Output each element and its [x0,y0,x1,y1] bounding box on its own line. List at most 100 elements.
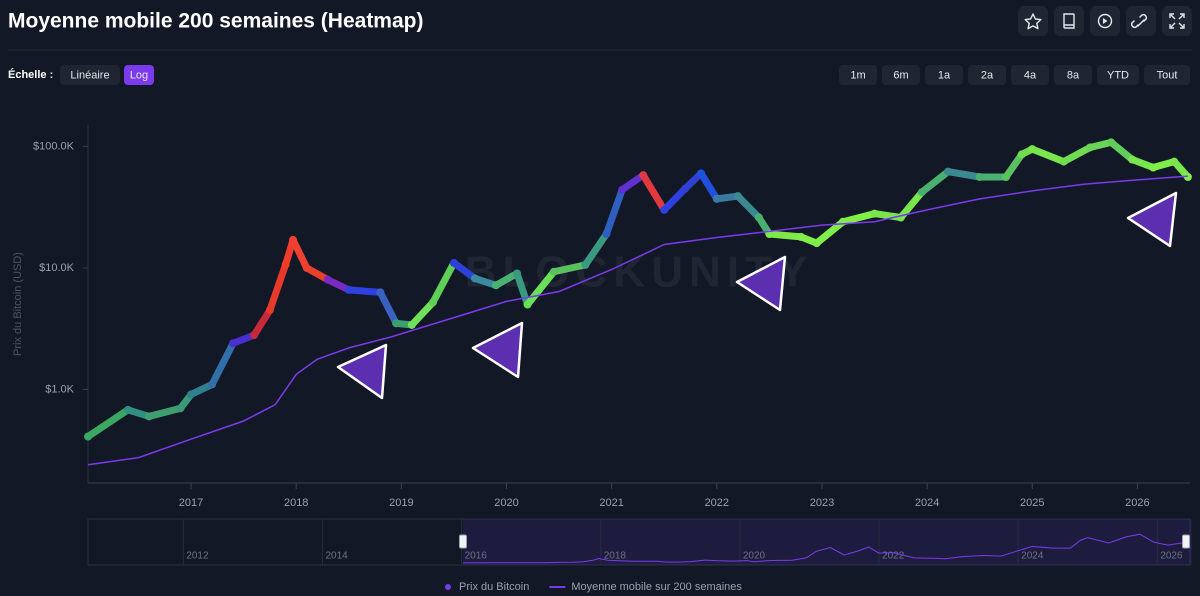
price-point [754,213,763,222]
price-segment [944,168,984,181]
legend-marker [445,584,451,590]
price-point [812,239,821,248]
price-point [1183,173,1192,182]
x-tick-label: 2021 [599,497,623,509]
navigator-tick-label: 2012 [186,551,209,562]
button-label: YTD [1107,69,1129,81]
price-segment [289,236,311,272]
price-segment [376,288,400,327]
price-point [176,404,185,413]
navigator[interactable]: 2012 2014 2016 2018 2020 2022 2024 2026 [87,518,1193,566]
price-point [376,288,385,297]
price-point [581,260,590,269]
arrow [336,343,388,400]
x-tick-label: 2020 [494,497,518,509]
button-bg [124,65,154,85]
range-button[interactable]: YTD [1097,65,1139,85]
x-tick-label: 2019 [389,497,413,509]
price-segment [765,230,805,241]
fullscreen-button[interactable] [1162,6,1192,36]
price-segment [1060,143,1094,166]
navigator-handle[interactable] [1182,534,1190,549]
navigator-tick-label: 2016 [465,551,488,562]
range-button[interactable]: 4a [1011,65,1049,85]
price-point [697,169,706,178]
price-point [229,339,238,348]
legend: Prix du Bitcoin Moyenne mobile sur 200 se… [445,581,742,593]
price-point [660,205,669,214]
play-button[interactable] [1090,6,1120,36]
range-button[interactable]: Tout [1144,65,1190,85]
price-point [470,274,479,283]
navigator-tick-label: 2018 [604,551,627,562]
price-segment [618,171,647,194]
price-segment [660,185,689,214]
price-segment [897,188,926,222]
x-tick-label: 2022 [705,497,729,509]
annotation-arrows [336,191,1178,400]
button-label: Tout [1157,69,1178,81]
legend-item[interactable]: Moyenne mobile sur 200 semaines [549,581,742,593]
navigator-frame [87,518,1191,566]
price-point [144,412,153,421]
range-button[interactable]: 1m [839,65,877,85]
price-segment [1028,145,1068,166]
price-segment [408,298,437,329]
price-point [449,258,458,267]
range-button[interactable]: 1a [925,65,963,85]
price-segment [697,169,721,203]
range-button[interactable]: 2a [968,65,1006,85]
button-bg [882,65,920,85]
price-point [602,230,611,239]
price-segment [550,261,589,276]
price-point [1107,138,1116,147]
price-point [712,194,721,203]
legend-label: Prix du Bitcoin [459,581,529,593]
y-tick-label: $100.0K [33,140,75,152]
legend-item[interactable]: Prix du Bitcoin [445,581,529,593]
moving-average-line [87,175,1188,466]
price-point [302,263,311,272]
navigator-selection [462,519,1193,565]
link-button[interactable] [1126,6,1156,36]
scale-button[interactable]: Log [124,65,154,85]
price-segment [145,404,185,420]
navigator-tick-label: 2026 [1160,551,1183,562]
arrow [471,321,524,379]
button-bg [1144,65,1190,85]
price-point [1017,150,1026,159]
button-bg [1011,65,1049,85]
button-bg [968,65,1006,85]
scale-button[interactable]: Linéaire [60,65,120,85]
page-title: Moyenne mobile 200 semaines (Heatmap) [8,10,423,33]
price-point [281,260,290,269]
button-label: 1m [850,69,865,81]
price-segment [429,259,458,306]
range-button[interactable]: 6m [882,65,920,85]
price-point [187,390,196,399]
price-point [392,319,401,328]
price-segment [839,210,879,226]
price-point [491,281,500,290]
price-segment [250,306,274,339]
navigator-handle[interactable] [458,534,467,549]
price-point [407,320,416,329]
price-point [208,380,217,389]
x-tick-label: 2026 [1125,497,1149,509]
favorite-button[interactable] [1018,6,1048,36]
price-segment [1002,150,1026,181]
price-point [1128,155,1137,164]
navigator-tick-label: 2020 [743,551,766,562]
price-point [1001,173,1010,182]
price-segment [492,269,521,289]
arrow [735,255,787,312]
button-label: 4a [1024,69,1037,81]
range-button[interactable]: 8a [1054,65,1092,85]
price-point [513,269,522,278]
price-segment [345,286,384,296]
docs-button[interactable] [1054,6,1084,36]
navigator-tick-label: 2022 [882,551,905,562]
